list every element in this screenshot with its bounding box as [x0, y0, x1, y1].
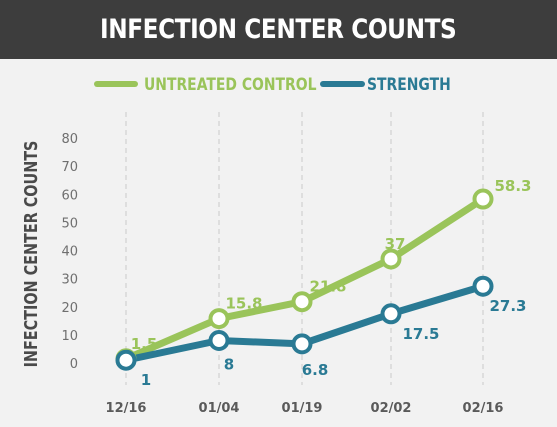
series-group	[115, 188, 494, 371]
y-tick-label: 60	[61, 188, 78, 203]
y-tick-label: 30	[61, 273, 78, 288]
data-label: 15.8	[225, 295, 262, 313]
y-ticks: 0 10 20 30 40 50 60 70 80	[61, 132, 78, 372]
data-label: 17.5	[402, 325, 439, 343]
legend-label-strength: STRENGTH	[367, 75, 451, 95]
data-labels: 1.5 15.8 21.8 37 58.3 1 8 6.8 17.5 27.3	[131, 177, 532, 389]
x-tick-label: 02/02	[371, 401, 412, 416]
y-tick-label: 40	[61, 245, 78, 260]
y-axis-label: INFECTION CENTER COUNTS	[20, 141, 41, 368]
x-tick-label: 01/19	[282, 401, 323, 416]
data-label: 8	[224, 356, 234, 374]
data-label: 58.3	[494, 177, 531, 195]
y-tick-label: 20	[61, 301, 78, 316]
data-label: 27.3	[489, 297, 526, 315]
data-point	[208, 330, 230, 351]
data-point	[115, 349, 137, 371]
data-point	[291, 333, 313, 355]
x-ticks: 12/16 01/04 01/19 02/02 02/16	[106, 401, 504, 416]
y-tick-label: 10	[61, 329, 78, 344]
legend: UNTREATED CONTROL STRENGTH	[94, 75, 451, 95]
x-tick-label: 02/16	[463, 401, 504, 416]
x-tick-label: 12/16	[106, 401, 147, 416]
data-label: 1.5	[131, 335, 158, 353]
data-point	[380, 303, 402, 325]
data-label: 6.8	[302, 361, 329, 379]
y-tick-label: 70	[61, 160, 78, 175]
data-label: 1	[141, 371, 151, 389]
x-tick-label: 01/04	[199, 401, 240, 416]
data-point	[472, 188, 494, 210]
legend-label-untreated-control: UNTREATED CONTROL	[144, 75, 317, 95]
data-label: 21.8	[309, 278, 346, 296]
header-bar: INFECTION CENTER COUNTS	[0, 0, 557, 59]
data-point	[208, 308, 230, 330]
data-point	[380, 248, 402, 270]
chart-title: INFECTION CENTER COUNTS	[100, 14, 457, 45]
data-point	[472, 275, 494, 297]
y-tick-label: 50	[61, 216, 78, 231]
y-tick-label: 0	[70, 357, 78, 372]
data-label: 37	[385, 235, 406, 253]
y-tick-label: 80	[61, 132, 78, 147]
data-point	[291, 291, 313, 313]
